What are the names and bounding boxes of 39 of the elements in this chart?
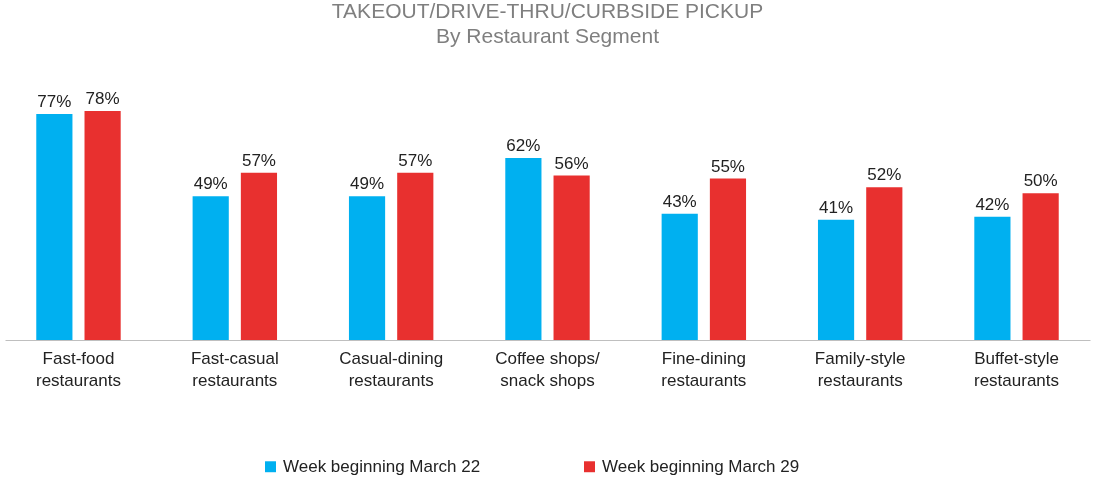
bar: [709, 178, 747, 340]
bar: [1022, 193, 1059, 340]
data-label: 49%: [350, 174, 385, 194]
data-label: 43%: [662, 191, 697, 211]
data-label: 52%: [867, 165, 902, 185]
bar: [553, 175, 590, 340]
x-tick-label: Family-style restaurants: [814, 348, 906, 390]
data-label: 62%: [506, 135, 541, 155]
data-label: 77%: [37, 91, 72, 111]
data-label: 57%: [241, 150, 276, 170]
data-label: 57%: [398, 150, 433, 170]
data-label: 56%: [554, 153, 589, 173]
data-label: 42%: [975, 194, 1010, 214]
bar: [866, 187, 903, 340]
data-label: 49%: [193, 174, 228, 194]
data-label: 55%: [710, 156, 745, 176]
x-tick-label: Fast-food restaurants: [35, 348, 121, 390]
data-label: 50%: [1023, 171, 1058, 191]
bar: [661, 213, 698, 340]
x-tick-label: Fine-dining restaurants: [661, 348, 747, 390]
x-tick-label: Coffee shops/ snack shops: [495, 348, 601, 390]
chart-title: TAKEOUT/DRIVE-THRU/CURBSIDE PICKUP: [331, 0, 764, 22]
bar: [817, 219, 855, 340]
bar: [348, 196, 386, 340]
bar: [397, 172, 434, 340]
bar: [84, 111, 121, 340]
data-label: 78%: [85, 89, 120, 108]
x-tick-label: Buffet-style restaurants: [974, 348, 1060, 390]
bar: [974, 216, 1011, 340]
data-label: 41%: [819, 197, 854, 217]
x-tick-label: Fast-casual restaurants: [190, 348, 279, 390]
legend-label: Week beginning March 22: [283, 456, 481, 476]
bar: [36, 113, 73, 340]
chart-subtitle: By Restaurant Segment: [436, 24, 660, 47]
bar: [505, 157, 542, 340]
bar: [192, 196, 229, 340]
legend-label: Week beginning March 29: [602, 456, 800, 476]
x-tick-label: Casual-dining restaurants: [339, 348, 444, 390]
bar: [240, 172, 278, 340]
